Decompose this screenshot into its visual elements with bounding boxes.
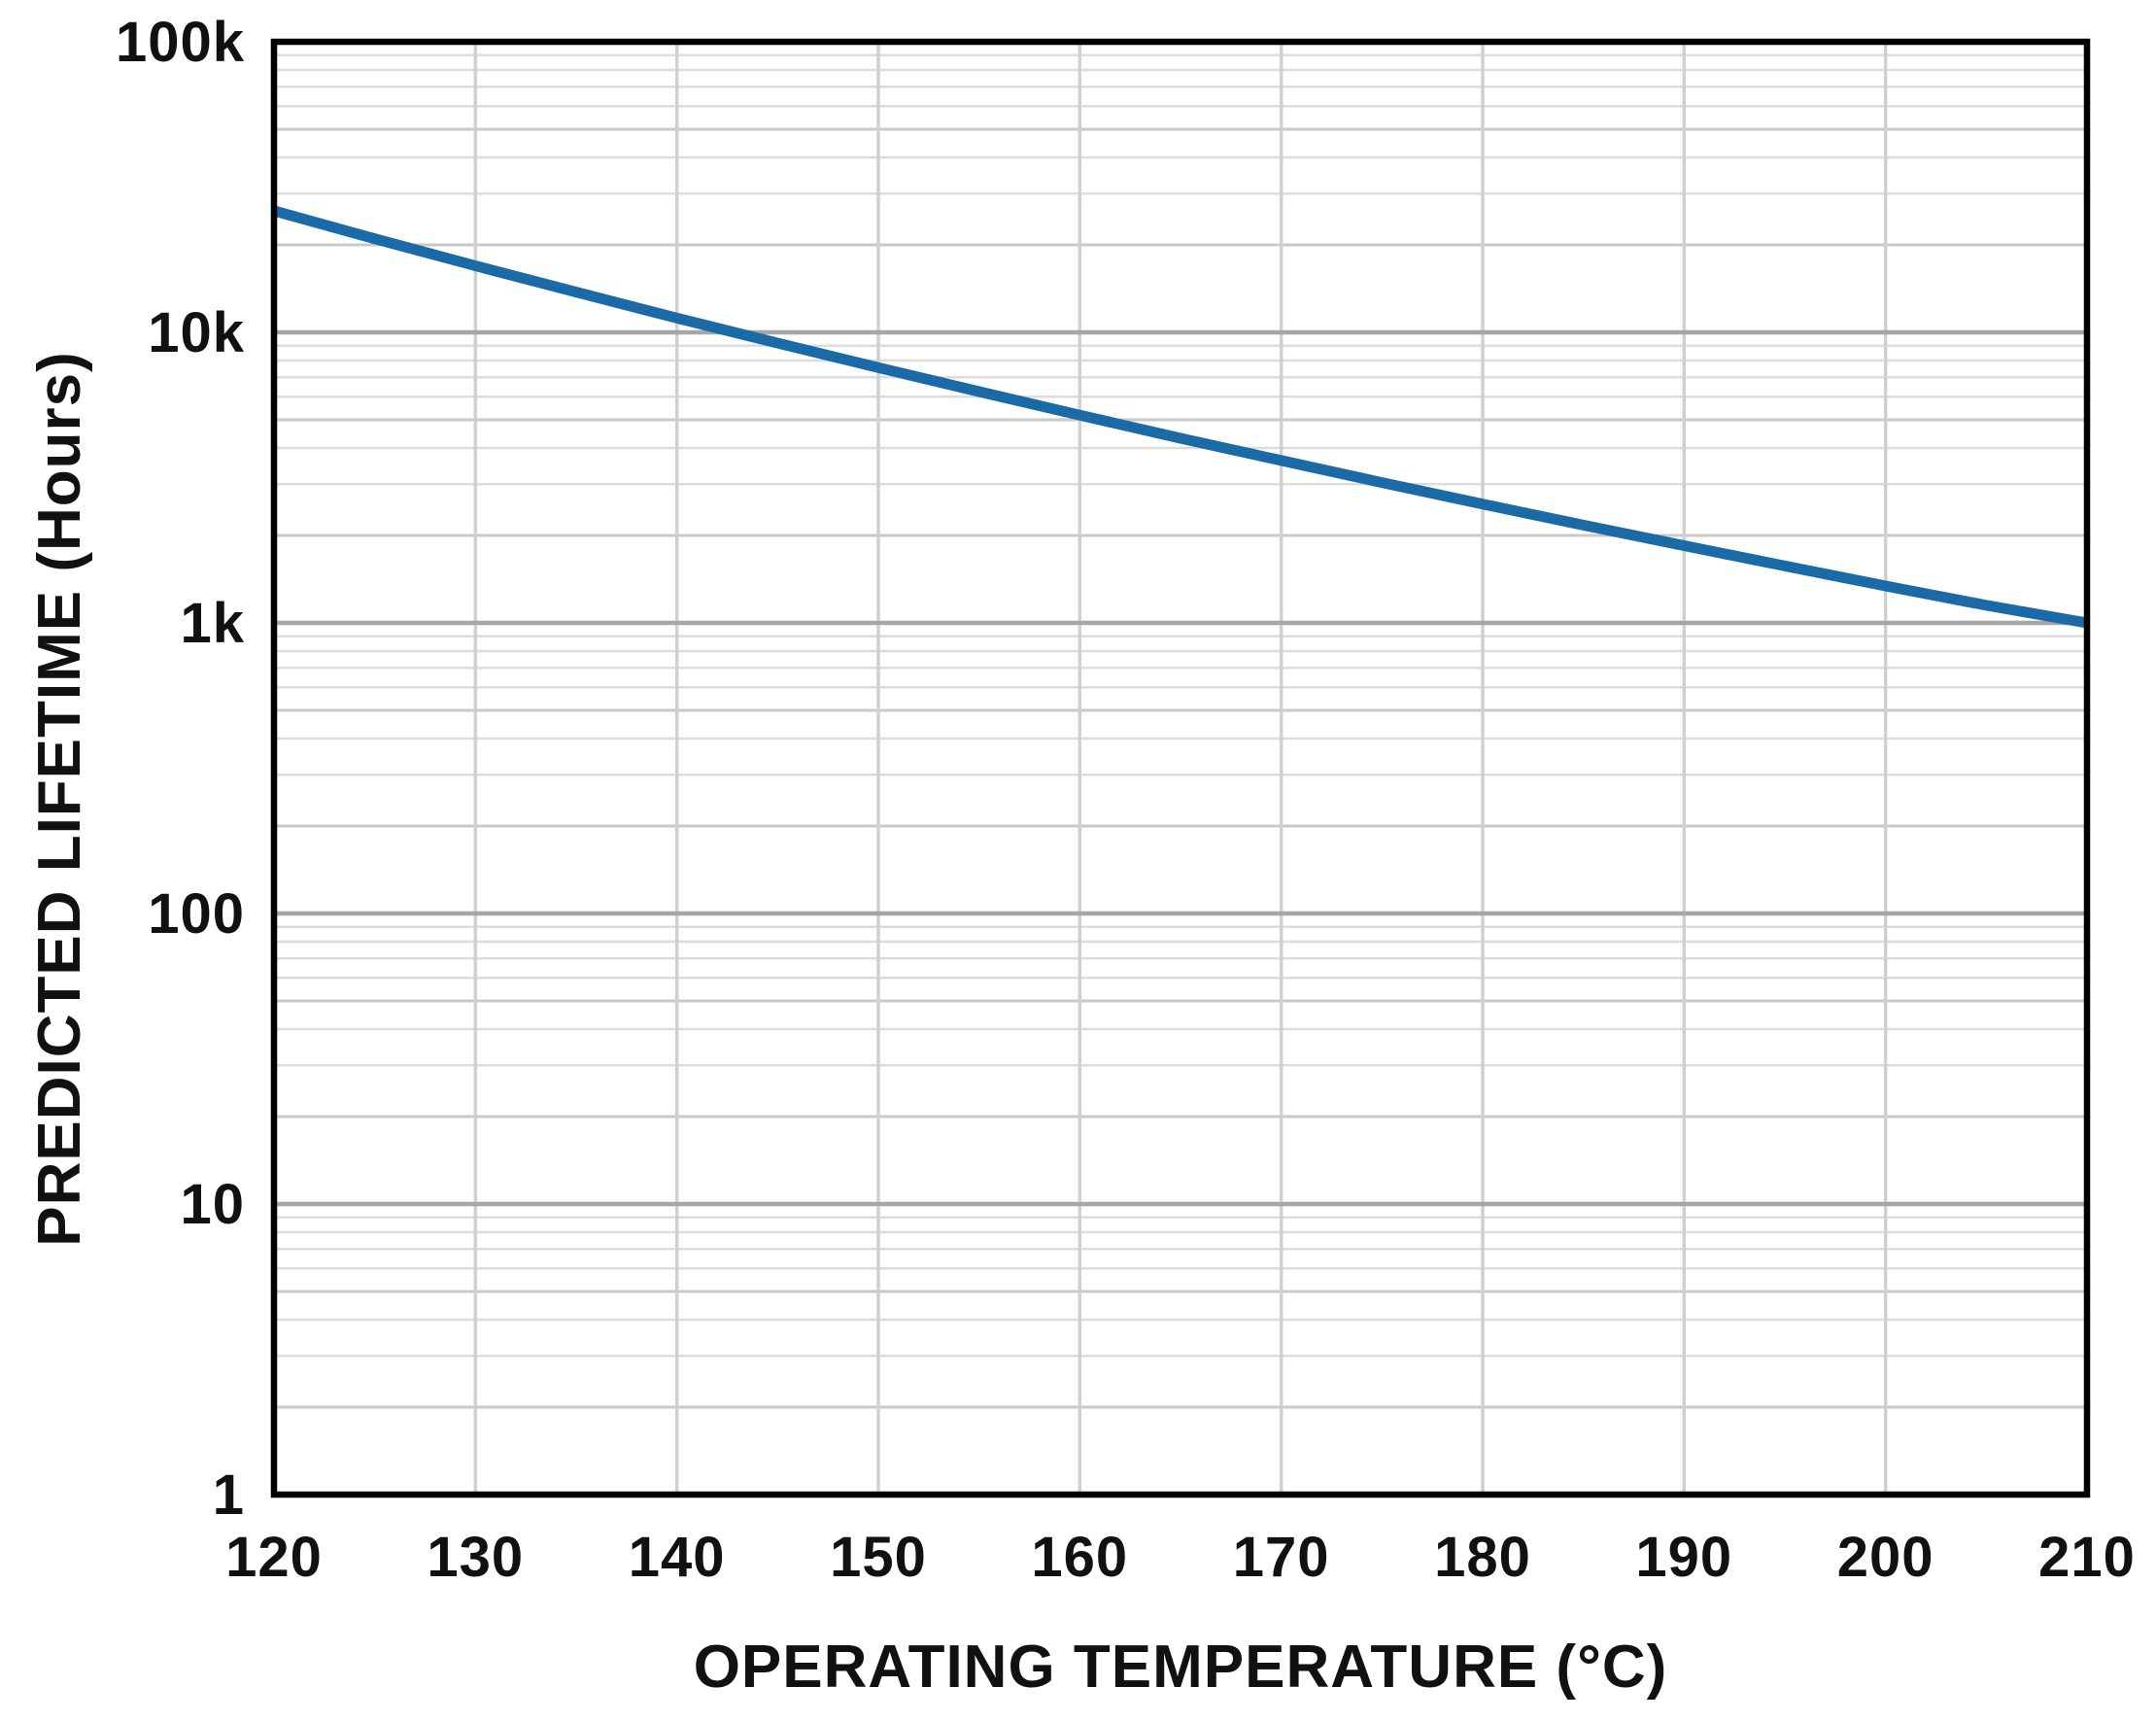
y-tick-label: 10 [180,1173,245,1236]
x-tick-label: 150 [830,1526,927,1589]
x-tick-label: 120 [225,1526,323,1589]
y-tick-label: 100k [116,11,245,74]
gridlines [274,42,2087,1495]
y-tick-label: 1k [180,592,245,655]
x-tick-label: 180 [1434,1526,1531,1589]
x-tick-label: 130 [427,1526,524,1589]
x-tick-label: 160 [1031,1526,1128,1589]
lifetime-curve [272,205,2088,629]
y-axis-title: PREDICTED LIFETIME (Hours) [26,351,93,1247]
x-tick-label: 170 [1233,1526,1330,1589]
x-axis-title: OPERATING TEMPERATURE (°C) [694,1634,1668,1701]
x-tick-label: 140 [629,1526,726,1589]
series-line-predicted-lifetime [272,205,2088,629]
y-tick-labels: 1 10 100 1k 10k 100k [116,11,245,1527]
x-tick-label: 190 [1635,1526,1732,1589]
plot-border [270,38,2091,1498]
x-tick-label: 210 [2038,1526,2136,1589]
y-tick-label: 1 [213,1463,245,1527]
x-tick-label: 200 [1837,1526,1934,1589]
y-tick-label: 100 [148,882,245,946]
x-tick-labels: 120 130 140 150 160 170 180 190 200 210 [225,1526,2136,1589]
y-tick-label: 10k [148,301,245,364]
